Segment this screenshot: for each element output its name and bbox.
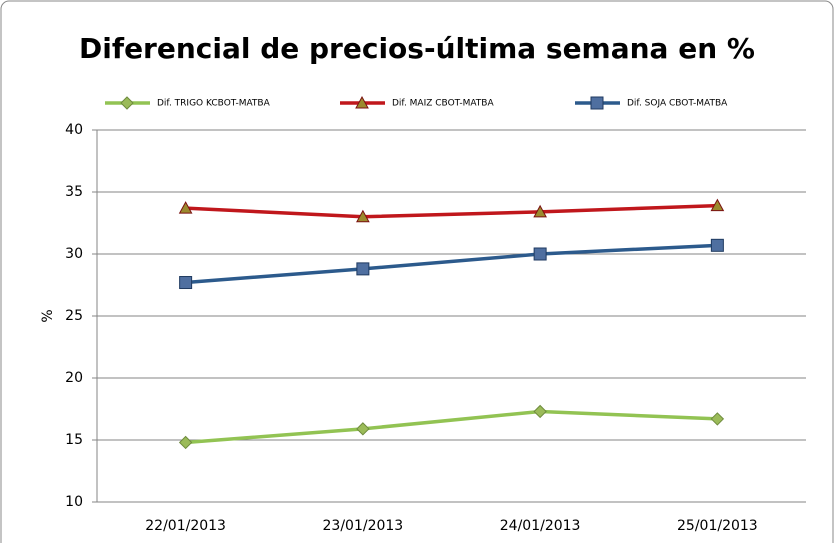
marker bbox=[178, 201, 193, 214]
legend-marker bbox=[355, 95, 369, 109]
y-tick-label: 30 bbox=[65, 246, 83, 262]
x-tick-label: 22/01/2013 bbox=[145, 518, 226, 534]
y-tick-label: 10 bbox=[65, 494, 83, 510]
series-line bbox=[185, 409, 718, 445]
marker bbox=[533, 204, 547, 218]
x-tick-label: 25/01/2013 bbox=[677, 518, 758, 534]
marker bbox=[710, 238, 724, 252]
marker bbox=[710, 412, 725, 426]
marker bbox=[179, 276, 193, 290]
marker bbox=[178, 435, 193, 450]
x-tick-label: 24/01/2013 bbox=[500, 518, 581, 534]
marker bbox=[533, 404, 547, 419]
y-tick-label: 20 bbox=[65, 370, 83, 386]
legend-label: Dif. SOJA CBOT-MATBA bbox=[627, 99, 728, 109]
marker bbox=[710, 198, 725, 212]
y-tick-label: 40 bbox=[65, 122, 83, 138]
y-tick-label: 35 bbox=[65, 184, 83, 200]
series-line bbox=[185, 203, 718, 219]
y-tick-label: 15 bbox=[65, 432, 83, 448]
legend-marker bbox=[590, 96, 604, 110]
legend-marker bbox=[120, 96, 134, 110]
marker bbox=[356, 262, 370, 276]
marker bbox=[356, 209, 370, 223]
y-tick-label: 25 bbox=[65, 308, 83, 324]
legend-label: Dif. MAIZ CBOT-MATBA bbox=[392, 99, 494, 109]
marker bbox=[533, 247, 547, 261]
marker bbox=[356, 422, 370, 436]
legend-label: Dif. TRIGO KCBOT-MATBA bbox=[157, 99, 271, 109]
chart-title: Diferencial de precios-última semana en … bbox=[79, 32, 755, 65]
y-axis-label: % bbox=[40, 309, 56, 322]
series-line bbox=[185, 243, 718, 285]
x-tick-label: 23/01/2013 bbox=[323, 518, 404, 534]
